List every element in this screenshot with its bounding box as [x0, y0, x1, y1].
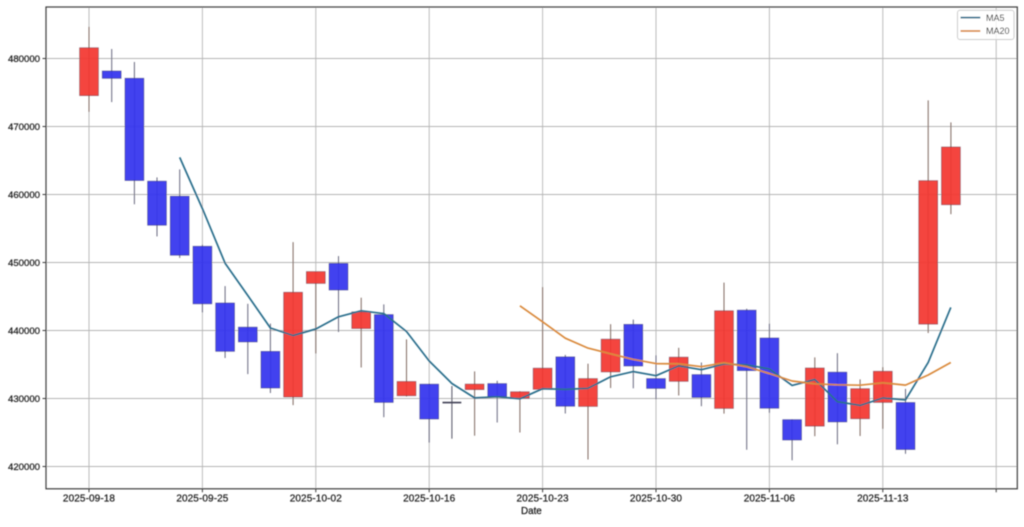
- svg-text:Date: Date: [521, 506, 542, 517]
- svg-text:430000: 430000: [8, 394, 40, 405]
- svg-text:470000: 470000: [8, 122, 40, 133]
- svg-text:2025-09-25: 2025-09-25: [176, 494, 228, 505]
- svg-text:2025-11-13: 2025-11-13: [857, 494, 909, 505]
- svg-text:2025-10-16: 2025-10-16: [403, 494, 455, 505]
- svg-text:480000: 480000: [8, 54, 40, 65]
- svg-text:450000: 450000: [8, 258, 40, 269]
- svg-text:MA20: MA20: [986, 26, 1010, 36]
- svg-text:2025-09-18: 2025-09-18: [63, 494, 115, 505]
- svg-text:2025-10-02: 2025-10-02: [290, 494, 342, 505]
- svg-text:2025-10-23: 2025-10-23: [517, 494, 569, 505]
- svg-text:2025-10-30: 2025-10-30: [630, 494, 682, 505]
- svg-text:MA5: MA5: [986, 13, 1005, 23]
- svg-text:440000: 440000: [8, 326, 40, 337]
- svg-text:420000: 420000: [8, 462, 40, 473]
- svg-text:2025-11-06: 2025-11-06: [744, 494, 796, 505]
- svg-text:460000: 460000: [8, 190, 40, 201]
